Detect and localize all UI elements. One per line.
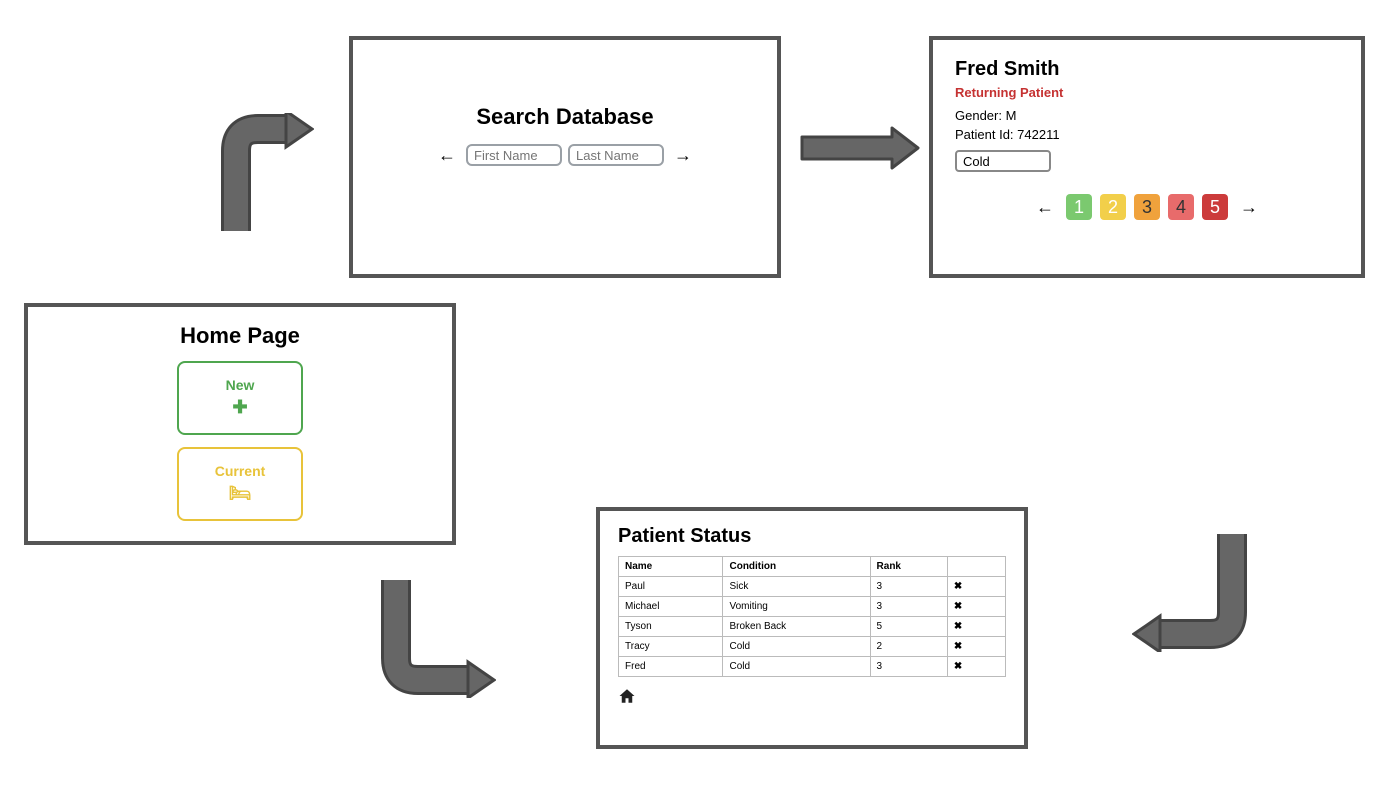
rank-next-arrow-icon[interactable]: → — [1236, 197, 1262, 218]
rank-button-2[interactable]: 2 — [1100, 194, 1126, 220]
search-row: ← → — [371, 144, 759, 166]
table-header — [947, 557, 1005, 577]
table-header: Rank — [870, 557, 947, 577]
patient-name: Fred Smith — [955, 58, 1339, 81]
delete-row-icon[interactable]: ✖ — [954, 661, 962, 672]
table-cell: 3 — [870, 597, 947, 617]
table-row: TysonBroken Back5 ✖ — [619, 617, 1006, 637]
table-cell: Cold — [723, 657, 870, 677]
patient-id: Patient Id: 742211 — [955, 127, 1339, 142]
table-cell: Tracy — [619, 637, 723, 657]
patient-gender: Gender: M — [955, 108, 1339, 123]
table-cell: 3 — [870, 577, 947, 597]
flow-arrow-a4 — [376, 578, 496, 703]
flow-arrow-a1 — [216, 113, 314, 238]
first-name-input[interactable] — [466, 144, 562, 166]
patient-status-table: NameConditionRank PaulSick3✖MichaelVomit… — [618, 556, 1006, 677]
new-button-label: New — [226, 377, 255, 393]
condition-input[interactable]: Cold — [955, 150, 1051, 172]
flow-arrow-a2 — [800, 124, 920, 177]
home-page-title: Home Page — [40, 323, 440, 349]
patient-status-panel: Patient Status NameConditionRank PaulSic… — [596, 507, 1028, 749]
new-patient-button[interactable]: New ✚ — [177, 361, 303, 435]
table-row: PaulSick3 ✖ — [619, 577, 1006, 597]
table-cell: Fred — [619, 657, 723, 677]
table-cell: 5 — [870, 617, 947, 637]
table-cell: Michael — [619, 597, 723, 617]
plus-icon: ✚ — [185, 396, 295, 419]
last-name-input[interactable] — [568, 144, 664, 166]
home-icon[interactable] — [618, 687, 636, 710]
table-cell: Sick — [723, 577, 870, 597]
search-prev-arrow-icon[interactable]: ← — [434, 145, 460, 166]
rank-button-3[interactable]: 3 — [1134, 194, 1160, 220]
rank-prev-arrow-icon[interactable]: ← — [1032, 197, 1058, 218]
table-row: FredCold3 ✖ — [619, 657, 1006, 677]
search-next-arrow-icon[interactable]: → — [670, 145, 696, 166]
delete-row-icon[interactable]: ✖ — [954, 621, 962, 632]
patient-detail-panel: Fred Smith Returning Patient Gender: M P… — [929, 36, 1365, 278]
table-cell: 3 — [870, 657, 947, 677]
table-row: TracyCold2 ✖ — [619, 637, 1006, 657]
table-cell: Tyson — [619, 617, 723, 637]
table-header: Name — [619, 557, 723, 577]
table-header: Condition — [723, 557, 870, 577]
search-title: Search Database — [371, 104, 759, 130]
rank-button-4[interactable]: 4 — [1168, 194, 1194, 220]
table-cell: Broken Back — [723, 617, 870, 637]
current-patients-button[interactable]: Current 🛏 — [177, 447, 303, 521]
rank-button-5[interactable]: 5 — [1202, 194, 1228, 220]
patient-status-title: Patient Status — [618, 525, 1006, 548]
delete-row-icon[interactable]: ✖ — [954, 581, 962, 592]
delete-row-icon[interactable]: ✖ — [954, 641, 962, 652]
table-cell: Vomiting — [723, 597, 870, 617]
rank-row: ← 12345 → — [955, 194, 1339, 220]
table-cell: 2 — [870, 637, 947, 657]
table-row: MichaelVomiting3 ✖ — [619, 597, 1006, 617]
search-database-panel: Search Database ← → — [349, 36, 781, 278]
condition-value: Cold — [963, 154, 990, 169]
delete-row-icon[interactable]: ✖ — [954, 601, 962, 612]
rank-button-1[interactable]: 1 — [1066, 194, 1092, 220]
patient-status-label: Returning Patient — [955, 85, 1339, 100]
table-cell: Cold — [723, 637, 870, 657]
home-page-panel: Home Page New ✚ Current 🛏 — [24, 303, 456, 545]
table-cell: Paul — [619, 577, 723, 597]
current-button-label: Current — [215, 463, 266, 479]
flow-arrow-a3 — [1132, 532, 1252, 657]
bed-icon: 🛏 — [185, 482, 295, 505]
